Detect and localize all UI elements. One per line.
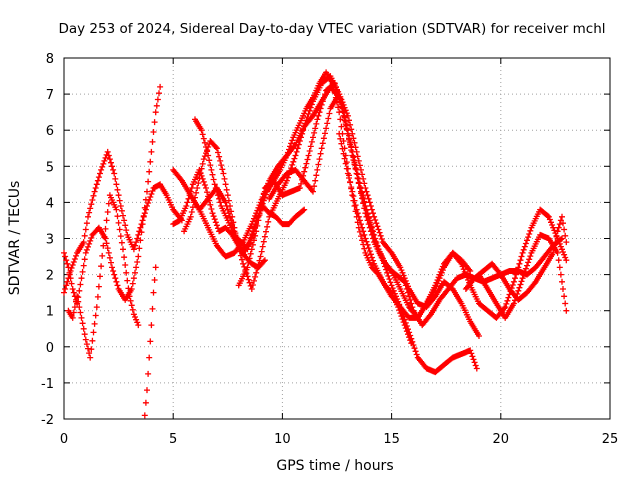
y-tick-label: 2 (46, 269, 54, 284)
series-trace-11 (266, 91, 482, 339)
x-tick-label: 10 (274, 432, 291, 447)
y-tick-label: 1 (46, 305, 54, 320)
grid-lines (64, 58, 610, 419)
y-tick-label: 8 (46, 52, 54, 67)
x-tick-labels: 0 5 10 15 20 25 (60, 432, 618, 447)
x-tick-label: 15 (383, 432, 400, 447)
series-trace-1 (61, 148, 185, 296)
series-trace-8 (170, 83, 480, 376)
y-tick-label: 0 (46, 341, 54, 356)
y-tick-label: 5 (46, 160, 54, 175)
series-trace-12 (336, 130, 570, 321)
x-tick-label: 25 (602, 432, 619, 447)
series-markers (170, 83, 480, 376)
series-markers (61, 83, 164, 307)
series-trace-3 (61, 83, 164, 307)
x-tick-label: 0 (60, 432, 68, 447)
y-tick-labels: -2 -1 0 1 2 3 4 5 6 7 8 (41, 52, 54, 428)
x-tick-label: 20 (493, 432, 510, 447)
y-tick-label: 7 (46, 88, 54, 103)
series-trace-2 (65, 192, 142, 361)
series-trace-4 (141, 264, 159, 419)
series-markers (336, 130, 570, 321)
series-markers (266, 91, 482, 339)
y-tick-label: 3 (46, 233, 54, 248)
series-markers (65, 192, 142, 361)
y-tick-label: 6 (46, 124, 54, 139)
y-axis-label: SDTVAR / TECUs (7, 181, 23, 296)
series-markers (476, 231, 570, 321)
x-axis-label: GPS time / hours (276, 458, 393, 474)
series-trace-13 (462, 213, 570, 303)
series-markers (462, 213, 570, 303)
series-markers (61, 148, 185, 296)
data-series (61, 69, 570, 419)
series-markers (235, 80, 565, 329)
series-trace-10 (235, 80, 565, 329)
x-tick-label: 5 (169, 432, 177, 447)
y-tick-label: -1 (41, 377, 54, 392)
axis-ticks (63, 57, 611, 420)
chart-title: Day 253 of 2024, Sidereal Day-to-day VTE… (58, 21, 605, 37)
y-tick-label: 4 (46, 196, 54, 211)
series-trace-14 (476, 231, 570, 321)
series-markers (141, 264, 159, 419)
y-tick-label: -2 (41, 413, 54, 428)
